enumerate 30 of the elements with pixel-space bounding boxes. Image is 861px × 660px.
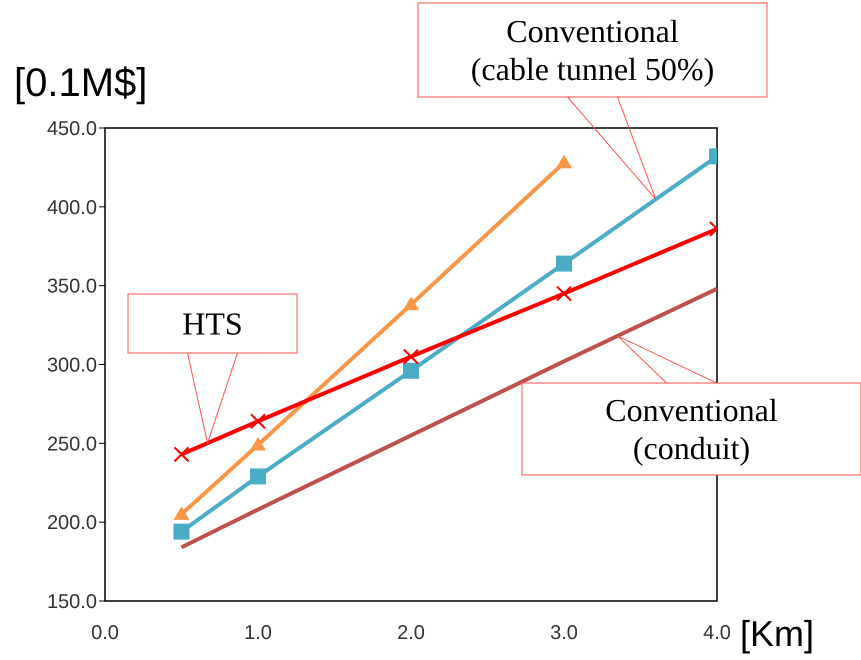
y-tick-label: 200.0 — [46, 512, 97, 534]
y-tick-label: 400.0 — [46, 196, 97, 219]
point — [250, 413, 266, 430]
point — [556, 154, 572, 168]
x-tick-label: 1.0 — [244, 622, 272, 644]
y-tick-label: 450.0 — [46, 118, 97, 140]
x-tick-label: 2.0 — [397, 622, 425, 644]
point — [403, 348, 419, 365]
y-tick-label: 150.0 — [46, 591, 97, 613]
y-axis-title: [0.1M$] — [14, 61, 148, 105]
x-tick-label: 4.0 — [703, 622, 731, 644]
x-axis-title: [Km] — [740, 613, 814, 654]
series-label: Conventional (cable tunnel 50%) — [470, 13, 714, 87]
series-label: Conventional (conduit) — [605, 392, 778, 466]
point — [174, 524, 190, 540]
callout-box: Conventional (cable tunnel 50%) — [418, 2, 768, 200]
point — [174, 446, 190, 462]
point — [250, 436, 266, 451]
point — [556, 286, 572, 302]
point — [403, 362, 419, 379]
point — [403, 296, 419, 310]
callout-box: HTS — [128, 294, 298, 445]
y-tick-label: 350.0 — [46, 276, 97, 298]
point — [174, 506, 190, 520]
y-tick-label: 250.0 — [46, 433, 97, 456]
x-tick-label: 0.0 — [91, 622, 119, 644]
y-tick-label: 300.0 — [46, 354, 97, 376]
point — [250, 468, 266, 484]
x-tick-label: 3.0 — [550, 622, 578, 644]
point — [556, 256, 572, 272]
